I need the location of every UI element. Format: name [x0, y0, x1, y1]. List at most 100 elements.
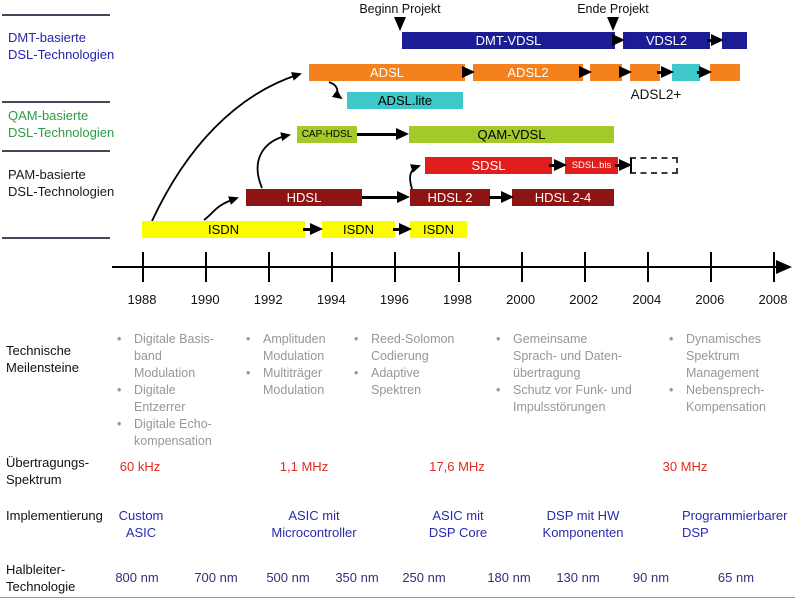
timeline-bar [590, 64, 622, 81]
bullet-icon: • [354, 332, 359, 346]
spectrum-section-label: Übertragungs- Spektrum [6, 454, 89, 488]
connector-arrow-icon [612, 34, 625, 46]
milestones-section-label-line1: Technische [6, 343, 72, 358]
milestone-line: Modulation [134, 366, 196, 380]
milestones-section-label-line2: Meilensteine [6, 360, 79, 375]
year-label-1992: 1992 [253, 292, 283, 307]
milestone-line: Adaptive [371, 366, 420, 380]
connector-line [357, 133, 398, 136]
axis-tick [268, 252, 271, 282]
arrow-isdn-to-hdsl [203, 196, 239, 221]
connector-arrow-icon [661, 66, 674, 78]
milestone-line: Entzerrer [134, 400, 186, 414]
semiconductor-value: 90 nm [632, 570, 670, 585]
connector-arrow-icon [699, 66, 712, 78]
implementation-value-line: Komponenten [542, 525, 624, 540]
implementation-value: DSP mit HW Komponenten [543, 507, 624, 541]
bar-label: CAP-HDSL [301, 129, 353, 140]
semiconductor-section-label-line2: Technologie [6, 579, 76, 594]
semiconductor-value: 65 nm [717, 570, 755, 585]
implementation-value-line: Programmierbarer [682, 508, 788, 523]
axis-tick [394, 252, 397, 282]
milestone-column-2: • Amplituden Modulation • Multiträger Modulat… [246, 331, 326, 399]
implementation-value-line: Microcontroller [271, 525, 357, 540]
timeline-bar [722, 32, 747, 49]
connector-arrow-icon [501, 191, 514, 203]
implementation-value-line: ASIC mit [288, 508, 340, 523]
milestone-line: Nebensprech- [686, 383, 765, 397]
spectrum-value: 60 kHz [119, 459, 161, 474]
bullet-icon: • [496, 383, 501, 397]
milestone-column-1: • Digitale Basis-band Modulation • Digitale E… [117, 331, 214, 450]
milestone-line: Spektren [371, 383, 422, 397]
connector-arrow-icon [310, 223, 323, 235]
category-label-dmt-line: DSL-Technologien [8, 47, 115, 62]
milestone-line: Modulation [263, 383, 325, 397]
connector-arrow-icon [619, 159, 632, 171]
timeline-bar-isdn: ISDN [410, 221, 467, 238]
arrow-hdsl2-to-sdsl [409, 164, 421, 190]
year-label-1998: 1998 [443, 292, 472, 307]
milestone-line: Modulation [263, 349, 325, 363]
implementation-value-line: Custom [118, 508, 164, 523]
implementation-value-line: DSP mit HW [546, 508, 620, 523]
milestone-item: • Digitale Echo-kompensation [117, 416, 214, 450]
bullet-icon: • [354, 366, 359, 380]
category-separator-line [2, 14, 110, 16]
timeline-bar-hdsl-2-4: HDSL 2-4 [512, 189, 614, 206]
time-axis-arrow-icon [776, 260, 792, 274]
spectrum-section-label-line2: Spektrum [6, 472, 62, 487]
category-label-dmt: DMT-basierte DSL-Technologien [8, 29, 114, 63]
end-project-arrow-icon [607, 17, 619, 31]
milestone-line: kompensation [134, 434, 212, 448]
connector-line [615, 164, 621, 167]
implementation-value: Custom ASIC [119, 507, 164, 541]
milestone-line: Impulsstörungen [513, 400, 606, 414]
connector-line [393, 228, 401, 231]
milestone-item: • Digitale Entzerrer [117, 382, 214, 416]
bar-label: QAM-VDSL [477, 127, 546, 142]
milestone-line: Multiträger [263, 366, 323, 380]
category-separator-line [2, 150, 110, 152]
year-label-1994: 1994 [316, 292, 346, 307]
arrow-adsl-to-adsl-lite [328, 81, 343, 100]
year-label-2008: 2008 [758, 292, 788, 307]
connector-arrow-icon [554, 159, 567, 171]
timeline-bar-hdsl-2: HDSL 2 [410, 189, 490, 206]
bar-label: ISDN [422, 222, 455, 237]
connector-arrow-icon [396, 128, 409, 140]
milestone-line: Sprach- und Daten- [513, 349, 623, 363]
begin-project-label: Beginn Projekt [359, 2, 441, 16]
category-label-dmt-line: DMT-basierte [8, 30, 87, 45]
category-separator-line [2, 237, 110, 239]
milestone-column-3: • Reed-Solomon Codierung • Adaptive Spektren [354, 331, 454, 399]
milestone-item: • Amplituden Modulation [246, 331, 326, 365]
timeline-bar-sdsl: SDSL [425, 157, 552, 174]
milestone-line: übertragung [513, 366, 581, 380]
milestone-item: • Multiträger Modulation [246, 365, 326, 399]
spectrum-value: 30 MHz [662, 459, 708, 474]
milestone-column-5: • Dynamisches Spektrum Management • Nebenspre… [669, 331, 766, 416]
milestone-line: Spektrum [686, 349, 740, 363]
category-label-qam-line: QAM-basierte [8, 108, 89, 123]
connector-line [549, 164, 556, 167]
axis-tick [520, 252, 523, 282]
milestone-line: Amplituden [263, 332, 326, 346]
bullet-icon: • [669, 332, 674, 346]
year-label-1996: 1996 [379, 292, 409, 307]
timeline-bar-adsl2: ADSL2 [473, 64, 583, 81]
semiconductor-section-label-line1: Halbleiter- [6, 562, 66, 577]
axis-tick [709, 252, 712, 282]
category-separator-line [2, 101, 110, 103]
milestone-line: Digitale Basis- [134, 332, 214, 346]
semiconductor-value: 800 nm [115, 570, 159, 585]
semiconductor-value: 500 nm [266, 570, 310, 585]
milestone-item: • Dynamisches Spektrum Management [669, 331, 766, 382]
bar-label: ADSL.lite [377, 93, 433, 108]
bar-label: HDSL 2 [427, 190, 473, 205]
bottom-border-line [0, 597, 795, 598]
connector-arrow-icon [399, 223, 412, 235]
connector-line [657, 71, 663, 74]
spectrum-section-label-line1: Übertragungs- [6, 455, 90, 470]
begin-project-arrow-icon [394, 17, 406, 31]
